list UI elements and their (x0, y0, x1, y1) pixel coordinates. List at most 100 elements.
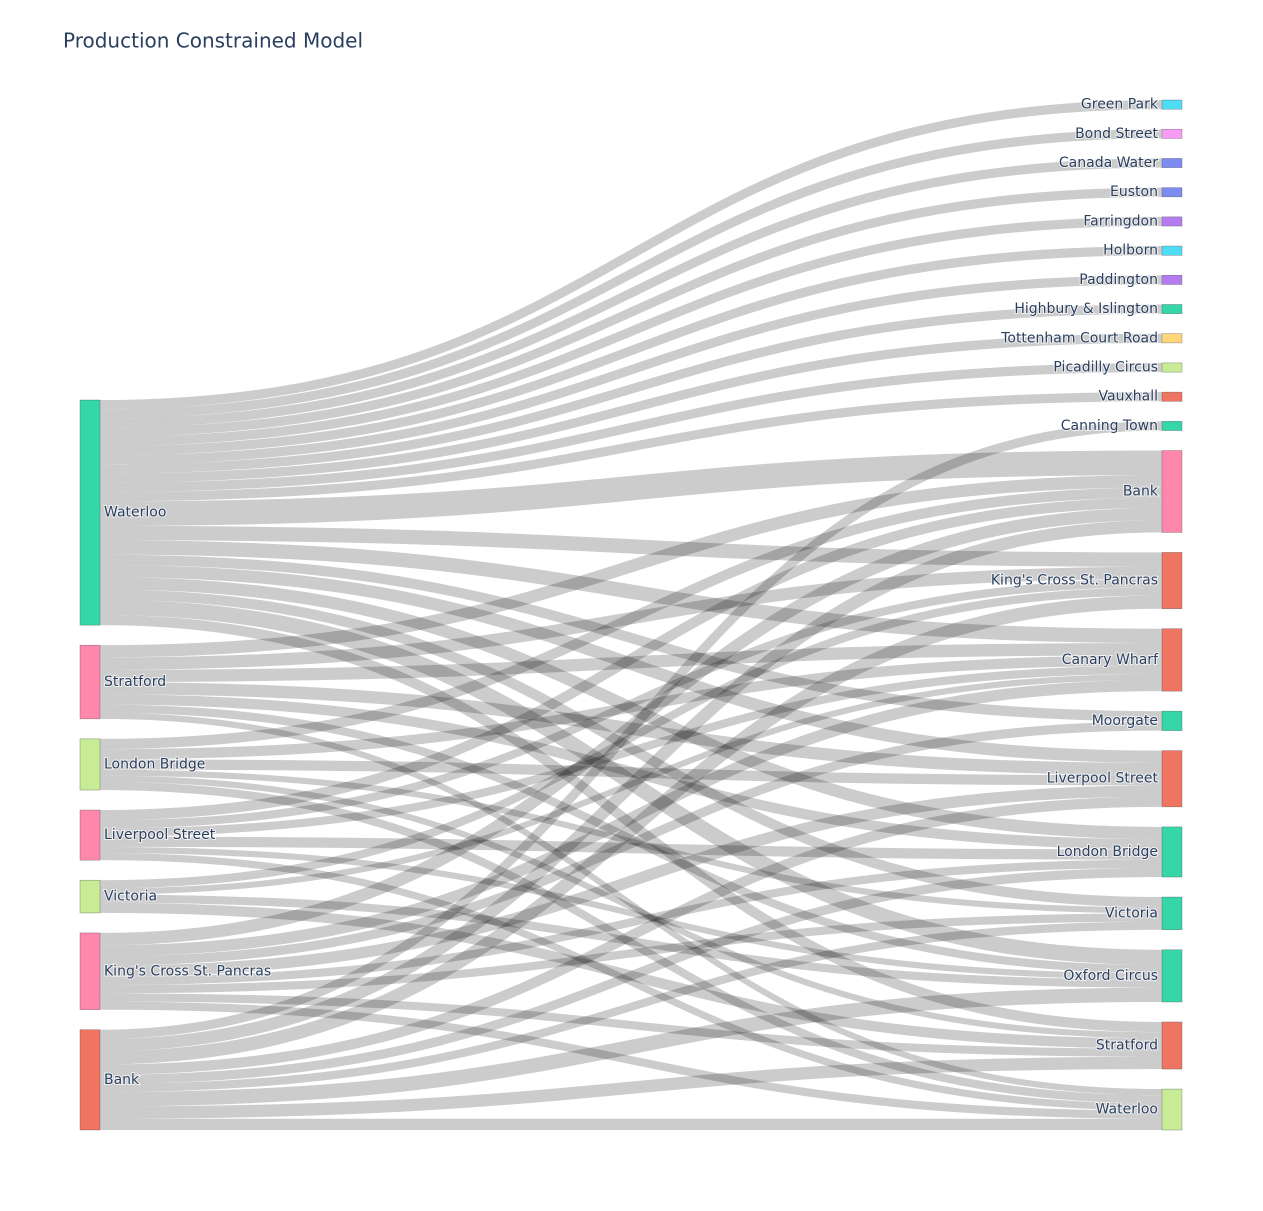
node (1161, 99, 1183, 110)
link (99, 704, 1163, 974)
node (1161, 750, 1183, 808)
node (79, 644, 101, 720)
link (99, 775, 1163, 1039)
node (1161, 1021, 1183, 1070)
node (1161, 128, 1183, 139)
link (99, 921, 1163, 1093)
node (79, 879, 101, 914)
link (99, 520, 1163, 1052)
node-label: Victoria (1105, 905, 1158, 921)
node-label: Stratford (1096, 1038, 1158, 1054)
nodes: Waterloo Stratford London Bridge Liverpool … (79, 96, 1183, 1131)
node-label: Bank (1123, 483, 1159, 499)
node-label: Farringdon (1083, 213, 1158, 229)
node (1161, 949, 1183, 1003)
link (99, 566, 1163, 670)
node (1161, 216, 1183, 227)
link (99, 333, 1163, 483)
link (99, 665, 1163, 837)
link (99, 304, 1163, 474)
link (99, 913, 1163, 994)
link (99, 902, 1163, 1049)
node (1161, 304, 1183, 314)
node-label: Tottenham Court Road (1000, 330, 1158, 346)
link (99, 129, 1163, 419)
node (79, 809, 101, 861)
link (99, 564, 1163, 763)
node (1161, 450, 1183, 533)
link (99, 187, 1163, 437)
node (79, 1029, 101, 1131)
node-label: King's Cross St. Pancras (991, 573, 1158, 589)
node-label: Highbury & Islington (1014, 301, 1158, 317)
link (99, 836, 1163, 860)
link (99, 785, 1163, 977)
node (79, 738, 101, 791)
node-label: King's Cross St. Pancras (104, 963, 271, 979)
node-label: Vauxhall (1099, 389, 1158, 405)
node-label: Green Park (1081, 97, 1159, 113)
link (99, 599, 1163, 966)
node (1161, 896, 1183, 931)
node-label: Waterloo (104, 505, 166, 521)
link (99, 587, 1163, 889)
node (1161, 158, 1183, 168)
link (99, 595, 1163, 1065)
link (99, 682, 1163, 776)
node-label: Liverpool Street (1047, 771, 1159, 787)
node (1161, 710, 1183, 731)
node-label: Stratford (104, 674, 166, 690)
node (1161, 362, 1183, 373)
node-label: Oxford Circus (1063, 968, 1158, 984)
node-label: Holborn (1103, 243, 1158, 259)
chart-title: Production Constrained Model (63, 29, 363, 53)
link (99, 694, 1163, 850)
link (99, 894, 1163, 988)
node-label: Paddington (1079, 272, 1158, 288)
link (99, 721, 1163, 966)
node (1161, 421, 1183, 431)
link (99, 450, 1163, 526)
node (1161, 333, 1183, 344)
link (99, 614, 1163, 1033)
node (1161, 826, 1183, 878)
link (99, 867, 1163, 1084)
link (99, 712, 1163, 1096)
link (99, 643, 1163, 683)
node (1161, 245, 1183, 256)
node (1161, 391, 1183, 402)
link (99, 987, 1163, 1107)
node (79, 932, 101, 1010)
link (99, 846, 1163, 980)
link (99, 589, 1163, 908)
node-label: Canada Water (1059, 155, 1158, 171)
link (99, 525, 1163, 567)
node (1161, 187, 1183, 198)
link (99, 487, 1163, 750)
links (99, 100, 1163, 1130)
link (99, 993, 1163, 1057)
node-label: Bank (104, 1072, 140, 1088)
link (99, 216, 1163, 447)
node-label: Moorgate (1092, 713, 1158, 729)
node-label: Canary Wharf (1062, 652, 1159, 668)
link (99, 579, 1163, 829)
node-label: Bond Street (1075, 126, 1158, 142)
link (99, 275, 1163, 465)
link (99, 554, 1163, 722)
link (99, 158, 1163, 428)
link (99, 497, 1163, 821)
node-label: Victoria (104, 889, 157, 905)
link (99, 1001, 1163, 1119)
link (99, 796, 1163, 1075)
node (1161, 552, 1183, 609)
link (99, 679, 1163, 957)
node-label: Liverpool Street (104, 827, 216, 843)
node (1161, 275, 1183, 285)
node-label: Waterloo (1096, 1102, 1158, 1118)
node-label: Picadilly Circus (1053, 360, 1158, 376)
link (99, 392, 1163, 502)
link (99, 759, 1163, 786)
node-label: Canning Town (1061, 418, 1158, 434)
